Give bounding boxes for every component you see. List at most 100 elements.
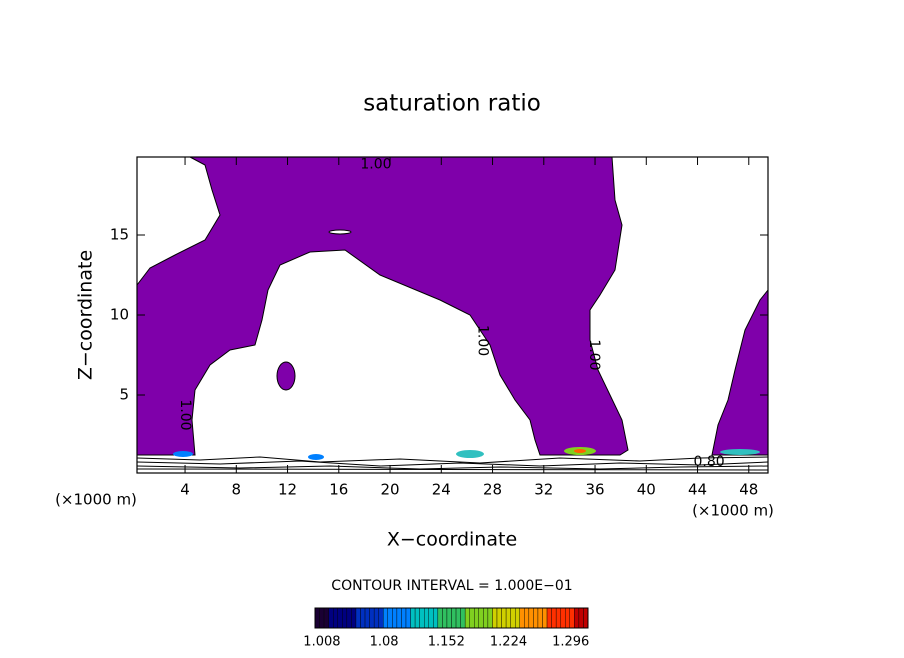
x-tick-label: 24 (432, 481, 451, 499)
x-tick-label: 32 (534, 481, 553, 499)
colorbar-label: 1.296 (552, 635, 589, 650)
colorbar-cell (419, 607, 425, 629)
colorbar-cell (437, 607, 443, 629)
blob (308, 454, 324, 460)
colorbar-cell (578, 607, 584, 629)
colorbar-cell (342, 607, 348, 629)
colorbar-cell (383, 607, 389, 629)
colorbar-cell (551, 607, 557, 629)
x-tick-label: 16 (329, 481, 348, 499)
contour-label: 1.00 (177, 399, 193, 430)
y-tick-label: 15 (110, 226, 129, 244)
colorbar-cell (373, 607, 379, 629)
contour-label: 1.00 (474, 325, 490, 356)
x-tick-label: 8 (232, 481, 242, 499)
colorbar-cell (337, 607, 343, 629)
colorbar-cell (487, 607, 493, 629)
colorbar-cell (505, 607, 511, 629)
colorbar-cell (583, 607, 589, 629)
x-tick-label: 44 (688, 481, 707, 499)
contour-lines (136, 456, 769, 471)
colorbar-cell (355, 607, 361, 629)
colorbar-cell (496, 607, 502, 629)
colorbar-cell (346, 607, 352, 629)
colorbar-cell (414, 607, 420, 629)
colorbar-cell (364, 607, 370, 629)
colorbar-cell (451, 607, 457, 629)
y-axis-label: Z−coordinate (75, 250, 97, 380)
colorbar-cell (515, 607, 520, 629)
colorbar-cell (501, 607, 507, 629)
colorbar-cell (483, 607, 489, 629)
colorbar-cell (428, 607, 434, 629)
y-tick-label: 5 (119, 386, 129, 404)
colorbar-cell (360, 607, 366, 629)
x-axis-label: X−coordinate (387, 529, 517, 551)
colorbar-cell (333, 607, 338, 629)
colorbar-cell (424, 607, 429, 629)
colorbar-cell (433, 607, 439, 629)
colorbar-cell (469, 607, 475, 629)
blob (456, 450, 484, 458)
colorbar-cell (405, 607, 411, 629)
colorbar-cell (524, 607, 530, 629)
colorbar-cell (533, 607, 539, 629)
colorbar-cell (519, 607, 525, 629)
colorbar-cell (446, 607, 452, 629)
contour-field (136, 156, 769, 471)
x-tick-label: 4 (180, 481, 190, 499)
colorbar-label: 1.08 (370, 635, 399, 650)
blob (173, 451, 193, 457)
colorbar-cell (392, 607, 398, 629)
blob (720, 449, 760, 455)
colorbar-label: 1.224 (490, 635, 527, 650)
x-unit: (×1000 m) (692, 502, 774, 520)
colorbar-cell (460, 607, 466, 629)
colorbar-cell (546, 607, 552, 629)
colorbar-cell (319, 607, 325, 629)
colorbar-cell (378, 607, 384, 629)
region (136, 156, 629, 456)
colorbar-cell (401, 607, 407, 629)
x-tick-label: 36 (585, 481, 604, 499)
colorbar-cell (560, 607, 566, 629)
contour-label: 1.00 (360, 157, 391, 173)
colorbar-cell (387, 607, 393, 629)
colorbar-cell (455, 607, 461, 629)
colorbar-cell (537, 607, 543, 629)
region (276, 361, 296, 391)
x-tick-label: 40 (637, 481, 656, 499)
colorbar-label: 1.152 (428, 635, 465, 650)
interval-label: CONTOUR INTERVAL = 1.000E−01 (331, 578, 572, 594)
colorbar-cell (478, 607, 484, 629)
contour-label: 0.80 (693, 454, 724, 470)
colorbar-cell (474, 607, 480, 629)
colorbar-cell (396, 607, 402, 629)
colorbar-cell (492, 607, 498, 629)
colorbar-cell (510, 607, 516, 629)
hole (328, 229, 352, 235)
colorbar-frame (314, 607, 589, 629)
blob (574, 449, 586, 453)
colorbar-cell (442, 607, 448, 629)
colorbar-cell (464, 607, 470, 629)
y-tick-label: 10 (110, 306, 129, 324)
colorbar-cell (528, 607, 534, 629)
x-tick-label: 20 (380, 481, 399, 499)
colorbar-cell (555, 607, 561, 629)
colorbar-cell (410, 607, 416, 629)
colorbar-cell (565, 607, 571, 629)
colorbar-cell (323, 607, 329, 629)
colorbar-cell (351, 607, 357, 629)
colorbar-cell (328, 607, 334, 629)
colorbar-cell (369, 607, 375, 629)
colorbar-label: 1.008 (303, 635, 340, 650)
colorbar-cell (574, 607, 580, 629)
region (711, 288, 769, 456)
x-tick-label: 28 (483, 481, 502, 499)
chart-title: saturation ratio (363, 91, 541, 117)
colorbar-cell (542, 607, 548, 629)
x-tick-label: 12 (278, 481, 297, 499)
colorbar-cell (569, 607, 575, 629)
